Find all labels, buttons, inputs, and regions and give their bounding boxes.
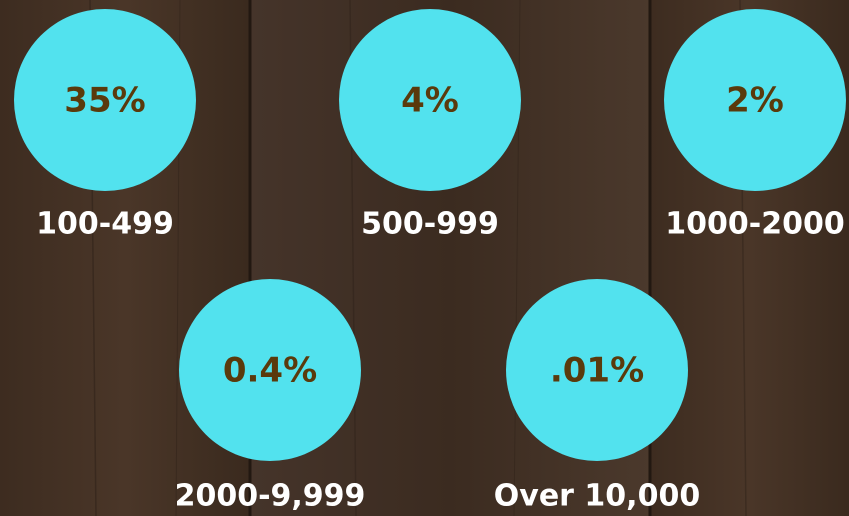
stat-value: 4% — [401, 81, 459, 121]
stat-label: 500-999 — [361, 207, 499, 242]
stat-value: 35% — [64, 81, 145, 121]
stat-item: 4% 500-999 — [339, 9, 521, 242]
infographic: 35% 100-499 4% 500-999 2% 1000-2000 0.4% 2000-9… — [0, 0, 849, 516]
stat-label: Over 10,000 — [494, 479, 700, 514]
stat-item: 2% 1000-2000 — [664, 9, 846, 242]
stat-value: 0.4% — [223, 351, 317, 391]
stat-item: 35% 100-499 — [14, 9, 196, 242]
stat-value: 2% — [726, 81, 784, 121]
stat-item: 0.4% 2000-9,999 — [175, 279, 366, 514]
stat-label: 1000-2000 — [665, 207, 844, 242]
stat-label: 100-499 — [36, 207, 174, 242]
stat-label: 2000-9,999 — [175, 479, 366, 514]
stat-value: .01% — [550, 351, 644, 391]
page: 35% 100-499 4% 500-999 2% 1000-2000 0.4% 2000-9… — [0, 0, 849, 516]
